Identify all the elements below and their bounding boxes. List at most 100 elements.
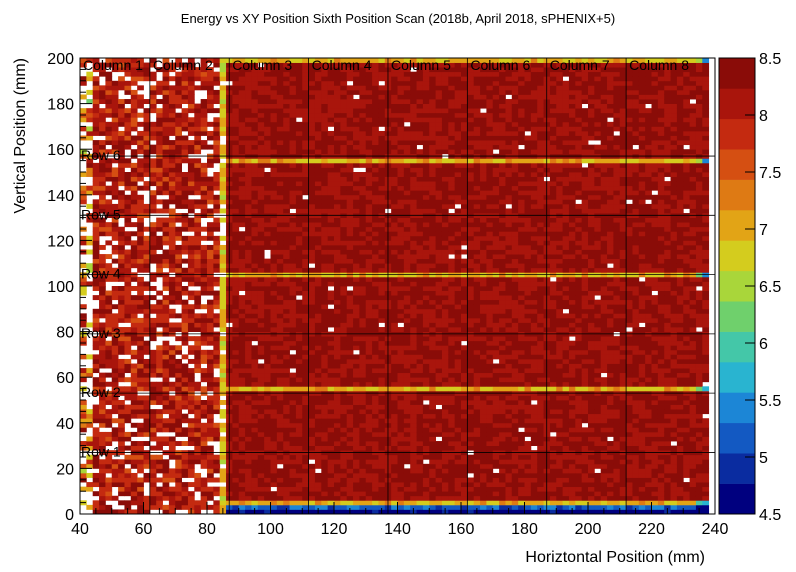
heatmap-cell — [207, 472, 214, 478]
heatmap-cell — [378, 308, 386, 314]
heatmap-cell — [187, 313, 195, 319]
heatmap-cell — [378, 395, 386, 401]
heatmap-cell — [143, 62, 151, 68]
heatmap-cell — [403, 377, 411, 383]
heatmap-cell — [168, 208, 176, 214]
heatmap-cell — [270, 377, 278, 383]
heatmap-cell — [314, 172, 322, 177]
heatmap-cell — [327, 158, 335, 164]
heatmap-cell — [264, 400, 271, 405]
heatmap-cell — [378, 117, 386, 123]
heatmap-cell — [270, 117, 278, 123]
heatmap-cell — [283, 231, 290, 237]
heatmap-cell — [118, 336, 125, 342]
heatmap-cell — [429, 472, 436, 478]
heatmap-cell — [403, 235, 411, 241]
heatmap-cell — [283, 477, 290, 483]
heatmap-cell — [365, 62, 373, 68]
heatmap-cell — [137, 482, 144, 488]
heatmap-cell — [422, 62, 430, 68]
heatmap-cell — [156, 235, 163, 241]
heatmap-cell — [99, 336, 106, 342]
heatmap-cell — [149, 144, 157, 150]
heatmap-cell — [232, 500, 240, 506]
heatmap-cell — [410, 491, 417, 497]
heatmap-cell — [410, 158, 417, 164]
heatmap-cell — [245, 199, 252, 205]
heatmap-cell — [340, 108, 348, 114]
heatmap-cell — [219, 504, 227, 510]
heatmap-cell — [378, 472, 386, 478]
heatmap-cell — [99, 290, 106, 296]
heatmap-cell — [276, 144, 284, 150]
heatmap-cell — [257, 441, 265, 446]
heatmap-cell — [219, 368, 227, 374]
heatmap-cell — [283, 372, 290, 378]
heatmap-cell — [200, 126, 208, 132]
heatmap-cell — [149, 336, 157, 342]
heatmap-cell — [162, 149, 170, 155]
heatmap-cell — [207, 244, 214, 250]
heatmap-cell — [111, 358, 119, 364]
heatmap-cell — [111, 194, 119, 200]
heatmap-cell — [156, 140, 163, 146]
heatmap-cell — [137, 354, 144, 360]
heatmap-cell — [207, 358, 214, 364]
heatmap-cell — [194, 327, 202, 332]
heatmap-cell — [245, 85, 252, 91]
heatmap-cell — [149, 176, 157, 182]
heatmap-cell — [137, 381, 144, 387]
heatmap-cell — [295, 368, 303, 374]
heatmap-cell — [397, 99, 405, 104]
heatmap-cell — [365, 317, 373, 323]
heatmap-cell — [346, 400, 354, 405]
heatmap-cell — [251, 500, 259, 506]
heatmap-cell — [359, 235, 367, 241]
heatmap-cell — [334, 103, 341, 109]
heatmap-cell — [397, 317, 405, 323]
heatmap-cell — [118, 172, 125, 177]
heatmap-cell — [353, 340, 360, 346]
heatmap-cell — [403, 372, 411, 378]
heatmap-cell — [403, 190, 411, 196]
heatmap-cell — [410, 58, 417, 63]
heatmap-cell — [346, 263, 354, 269]
heatmap-cell — [181, 85, 189, 91]
heatmap-cell — [194, 149, 202, 155]
heatmap-cell — [92, 363, 100, 369]
heatmap-cell — [270, 80, 278, 86]
heatmap-cell — [200, 263, 208, 269]
heatmap-cell — [168, 181, 176, 187]
heatmap-cell — [340, 181, 348, 187]
heatmap-cell — [187, 176, 195, 182]
heatmap-cell — [378, 459, 386, 465]
heatmap-cell — [111, 463, 119, 469]
heatmap-cell — [416, 349, 424, 355]
heatmap-cell — [302, 281, 309, 287]
heatmap-cell — [302, 377, 309, 383]
heatmap-cell — [340, 267, 348, 273]
heatmap-cell — [365, 126, 373, 132]
heatmap-cell — [403, 381, 411, 387]
heatmap-cell — [137, 445, 144, 451]
heatmap-cell — [391, 194, 398, 200]
heatmap-cell — [232, 436, 240, 442]
heatmap-cell — [346, 322, 354, 328]
heatmap-cell — [289, 276, 297, 282]
heatmap-cell — [295, 258, 303, 264]
heatmap-cell — [245, 363, 252, 369]
heatmap-cell — [238, 404, 246, 410]
heatmap-cell — [397, 372, 405, 378]
heatmap-cell — [403, 445, 411, 451]
heatmap-cell — [130, 76, 138, 82]
heatmap-cell — [137, 85, 144, 91]
heatmap-cell — [175, 162, 182, 168]
heatmap-cell — [283, 327, 290, 332]
heatmap-cell — [213, 381, 221, 387]
heatmap-cell — [124, 172, 132, 177]
heatmap-cell — [118, 358, 125, 364]
heatmap-cell — [124, 327, 132, 332]
heatmap-cell — [105, 94, 113, 100]
heatmap-cell — [251, 117, 259, 123]
heatmap-cell — [149, 94, 157, 100]
